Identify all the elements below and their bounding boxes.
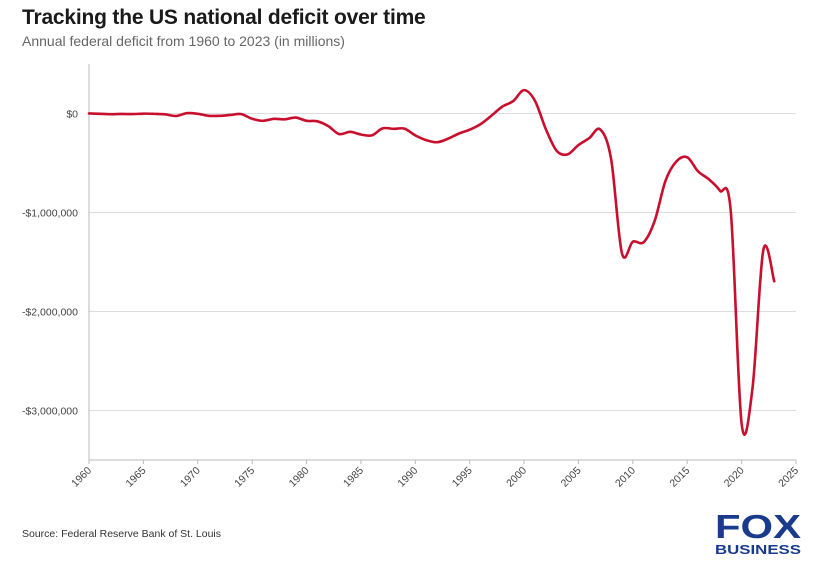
x-tick-label: 1980 <box>287 465 312 490</box>
x-tick-label: 2010 <box>613 465 638 490</box>
y-tick-label: -$3,000,000 <box>22 406 78 418</box>
y-tick-label: $0 <box>66 109 78 121</box>
logo-fox-text: FOX <box>715 509 801 545</box>
x-tick-labels: 1960 1965 1970 1975 1980 1985 1990 1995 2000 2005… <box>69 465 801 490</box>
x-tick-label: 1990 <box>395 465 420 490</box>
x-tick-label: 2020 <box>722 465 747 490</box>
chart-subtitle: Annual federal deficit from 1960 to 2023… <box>22 33 345 49</box>
axes <box>88 64 797 464</box>
logo-business-text: BUSINESS <box>715 542 801 557</box>
series-layer <box>87 88 776 436</box>
chart-title: Tracking the US national deficit over ti… <box>22 6 426 29</box>
x-tick-label: 1970 <box>178 465 203 490</box>
grid-lines <box>89 113 796 411</box>
x-tick-label: 1995 <box>450 465 475 490</box>
x-tick-label: 1960 <box>69 465 94 490</box>
source-note: Source: Federal Reserve Bank of St. Loui… <box>22 528 222 540</box>
y-tick-labels: $0 -$1,000,000 -$2,000,000 -$3,000,000 <box>22 109 78 418</box>
x-tick-label: 2000 <box>504 465 529 490</box>
fox-business-logo: FOX BUSINESS <box>715 509 801 557</box>
deficit-series-line <box>87 88 776 436</box>
x-tick-label: 2015 <box>667 465 692 490</box>
x-tick-label: 1975 <box>232 465 257 490</box>
x-tick-label: 1985 <box>341 465 366 490</box>
y-tick-label: -$2,000,000 <box>22 307 78 319</box>
x-tick-label: 1965 <box>124 465 149 490</box>
y-tick-label: -$1,000,000 <box>22 208 78 220</box>
x-tick-label: 2005 <box>559 465 584 490</box>
x-tick-label: 2025 <box>776 465 801 490</box>
